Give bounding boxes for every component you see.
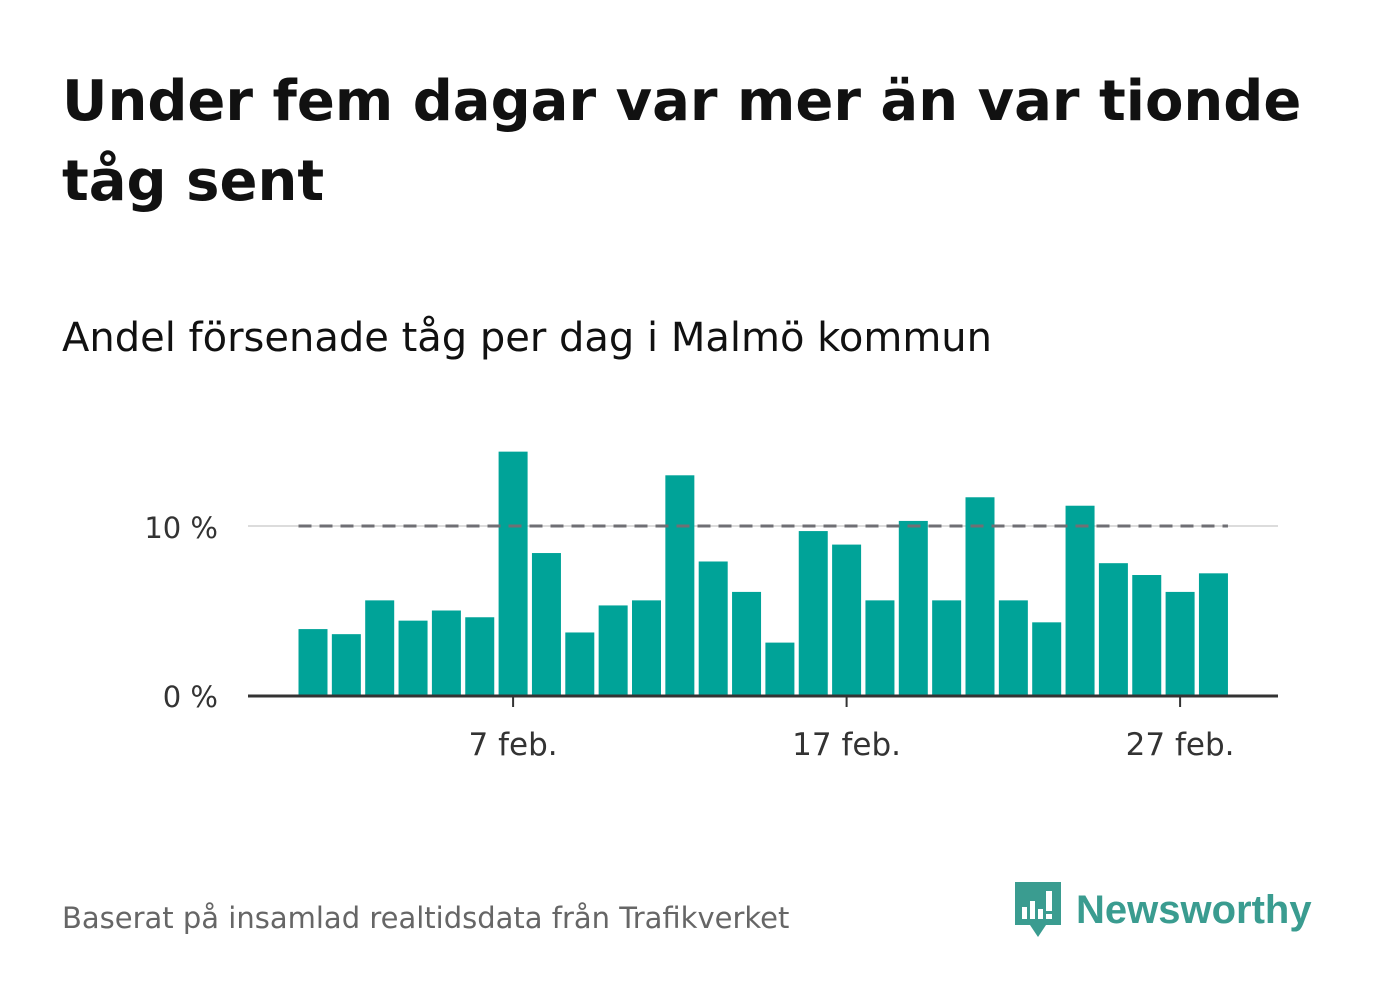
bar bbox=[598, 605, 628, 695]
bar bbox=[1165, 591, 1195, 695]
bar bbox=[331, 634, 361, 695]
axis-layer: 0 % 10 % 7 feb. 17 feb. 27 feb. bbox=[144, 511, 1278, 763]
bar bbox=[865, 600, 895, 695]
bar bbox=[965, 497, 995, 695]
bar bbox=[932, 600, 962, 695]
y-tick-label: 10 % bbox=[144, 511, 218, 545]
bar bbox=[798, 531, 828, 695]
chart-title: Under fem dagar var mer än var tionde tå… bbox=[62, 69, 1302, 214]
bar bbox=[732, 591, 762, 695]
bar bbox=[431, 610, 461, 695]
bar bbox=[1065, 505, 1095, 695]
bar bbox=[465, 617, 495, 695]
y-tick-label: 0 % bbox=[163, 680, 218, 714]
bar bbox=[298, 629, 328, 695]
bar bbox=[998, 600, 1028, 695]
bar bbox=[498, 451, 528, 695]
bar bbox=[765, 642, 795, 695]
bar bbox=[531, 553, 561, 695]
bar bbox=[898, 520, 928, 695]
bars-layer bbox=[298, 451, 1228, 695]
source-note: Baserat på insamlad realtidsdata från Tr… bbox=[62, 901, 790, 935]
bar bbox=[565, 632, 595, 695]
x-tick-label: 7 feb. bbox=[469, 727, 558, 763]
brand-logo[interactable]: Newsworthy bbox=[1012, 878, 1312, 942]
bar bbox=[1132, 575, 1162, 695]
bar bbox=[1032, 622, 1062, 695]
chart-subtitle: Andel försenade tåg per dag i Malmö komm… bbox=[62, 315, 992, 361]
newsworthy-logo-icon bbox=[1015, 882, 1061, 937]
bar bbox=[832, 544, 862, 695]
bar bbox=[1098, 563, 1128, 695]
x-tick-label: 17 feb. bbox=[792, 727, 901, 763]
bar bbox=[698, 561, 728, 695]
bar bbox=[398, 620, 428, 695]
bar bbox=[665, 475, 695, 695]
bar bbox=[1198, 573, 1228, 695]
bar bbox=[365, 600, 395, 695]
bar bbox=[632, 600, 661, 695]
x-tick-label: 27 feb. bbox=[1126, 727, 1235, 763]
brand-name: Newsworthy bbox=[1076, 887, 1312, 932]
